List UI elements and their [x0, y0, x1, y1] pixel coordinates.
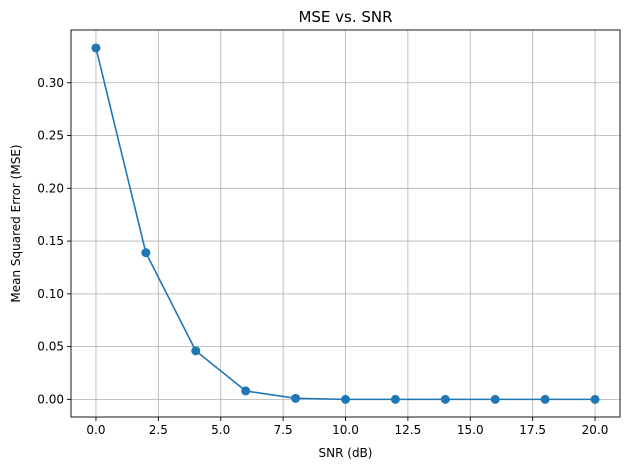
y-tick-label: 0.15 — [37, 234, 64, 248]
x-tick-label: 10.0 — [332, 423, 359, 437]
x-tick-label: 17.5 — [519, 423, 546, 437]
data-point — [440, 394, 450, 404]
data-point — [191, 346, 201, 356]
y-axis: 0.00 0.05 0.10 0.15 0.20 0.25 0.30 — [37, 76, 71, 406]
data-point — [241, 386, 251, 396]
x-tick-label: 15.0 — [457, 423, 484, 437]
chart-title: MSE vs. SNR — [298, 8, 392, 26]
data-point — [291, 393, 301, 403]
x-axis-label: SNR (dB) — [319, 446, 373, 460]
x-tick-label: 5.0 — [211, 423, 230, 437]
y-tick-label: 0.30 — [37, 76, 64, 90]
grid — [71, 30, 620, 417]
x-tick-label: 12.5 — [395, 423, 422, 437]
y-tick-label: 0.05 — [37, 340, 64, 354]
y-tick-label: 0.00 — [37, 392, 64, 406]
y-tick-label: 0.25 — [37, 129, 64, 143]
x-tick-label: 2.5 — [149, 423, 168, 437]
data-point — [590, 394, 600, 404]
series-line-group — [91, 43, 600, 404]
y-axis-label: Mean Squared Error (MSE) — [9, 144, 23, 302]
y-tick-label: 0.20 — [37, 181, 64, 195]
data-point — [390, 394, 400, 404]
data-point — [540, 394, 550, 404]
data-point — [141, 248, 151, 258]
data-point — [490, 394, 500, 404]
y-tick-label: 0.10 — [37, 287, 64, 301]
x-tick-label: 20.0 — [582, 423, 609, 437]
x-tick-label: 7.5 — [274, 423, 293, 437]
x-tick-label: 0.0 — [86, 423, 105, 437]
data-point — [91, 43, 101, 53]
data-point — [341, 394, 350, 404]
x-axis: 0.0 2.5 5.0 7.5 10.0 12.5 15.0 17.5 20.0 — [86, 417, 608, 437]
